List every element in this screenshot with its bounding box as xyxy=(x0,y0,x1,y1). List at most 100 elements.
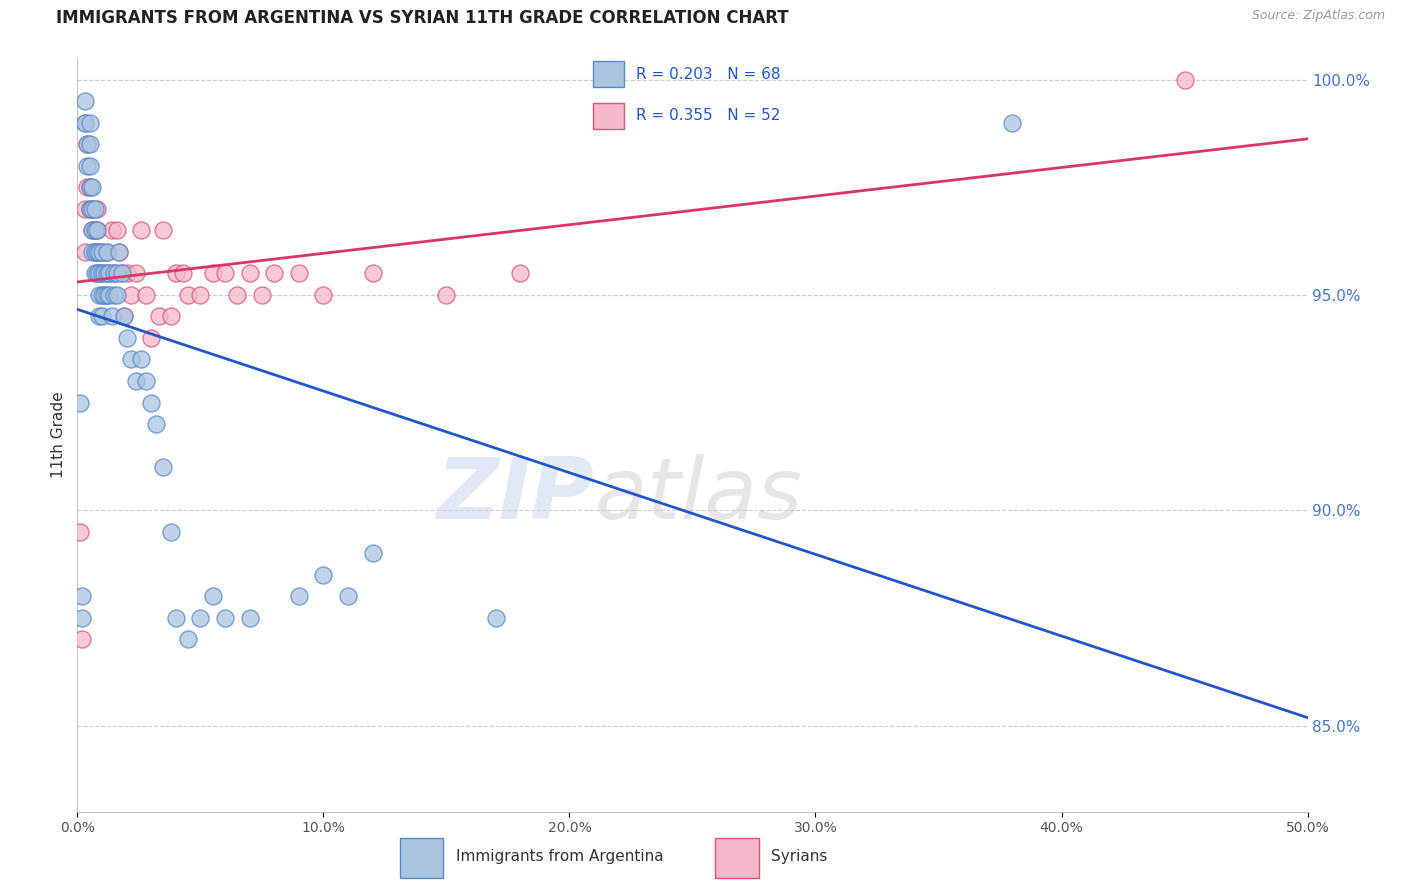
Point xyxy=(70,632,93,647)
Point xyxy=(436,288,458,302)
Point xyxy=(96,266,118,280)
Point xyxy=(108,244,131,259)
Point xyxy=(98,266,121,280)
Point xyxy=(190,611,212,625)
Point xyxy=(141,395,163,409)
Point xyxy=(86,223,108,237)
Point xyxy=(70,611,93,625)
Point xyxy=(90,244,114,259)
Point xyxy=(135,374,157,388)
Point xyxy=(76,137,98,152)
Point xyxy=(105,266,128,280)
Point xyxy=(90,288,114,302)
Point xyxy=(96,244,118,259)
Point xyxy=(125,266,148,280)
Point xyxy=(76,159,98,173)
Point xyxy=(89,288,111,302)
Point xyxy=(103,288,125,302)
Point xyxy=(90,266,114,280)
Point xyxy=(263,266,285,280)
Point xyxy=(152,460,174,475)
Point xyxy=(112,310,135,324)
Point xyxy=(108,244,131,259)
Point xyxy=(160,524,183,539)
Point xyxy=(214,266,236,280)
Point xyxy=(226,288,249,302)
Point xyxy=(165,266,187,280)
Point xyxy=(90,310,114,324)
Point xyxy=(79,137,101,152)
Point xyxy=(288,590,311,604)
Point xyxy=(83,244,105,259)
Point xyxy=(82,180,104,194)
Point xyxy=(111,266,132,280)
Point xyxy=(69,524,91,539)
Point xyxy=(103,266,125,280)
FancyBboxPatch shape xyxy=(593,103,624,129)
Point xyxy=(131,352,153,367)
Point xyxy=(312,567,335,582)
Point xyxy=(177,632,200,647)
Text: Syrians: Syrians xyxy=(770,849,827,863)
Point xyxy=(103,266,125,280)
Point xyxy=(93,288,115,302)
Point xyxy=(98,288,121,302)
Point xyxy=(1174,72,1197,87)
Point xyxy=(89,266,111,280)
Point xyxy=(214,611,236,625)
Point xyxy=(79,202,101,216)
Point xyxy=(79,159,101,173)
Point xyxy=(485,611,508,625)
Text: Source: ZipAtlas.com: Source: ZipAtlas.com xyxy=(1251,9,1385,22)
Point xyxy=(82,223,104,237)
Point xyxy=(131,223,153,237)
Point xyxy=(148,310,170,324)
Point xyxy=(73,202,96,216)
Point xyxy=(86,223,108,237)
Point xyxy=(288,266,311,280)
Point xyxy=(105,288,128,302)
Point xyxy=(76,180,98,194)
Point xyxy=(152,223,174,237)
Text: atlas: atlas xyxy=(595,454,801,537)
Point xyxy=(86,202,108,216)
Point xyxy=(83,202,105,216)
Point xyxy=(86,244,108,259)
Point xyxy=(190,288,212,302)
Point xyxy=(83,223,105,237)
Point xyxy=(509,266,531,280)
Point xyxy=(76,137,98,152)
Text: Immigrants from Argentina: Immigrants from Argentina xyxy=(456,849,664,863)
Point xyxy=(86,266,108,280)
Point xyxy=(125,374,148,388)
Point xyxy=(89,244,111,259)
Point xyxy=(201,266,224,280)
Point xyxy=(165,611,187,625)
Point xyxy=(312,288,335,302)
FancyBboxPatch shape xyxy=(593,61,624,87)
Point xyxy=(89,244,111,259)
Point xyxy=(361,546,384,560)
Point xyxy=(83,266,105,280)
Point xyxy=(93,266,115,280)
FancyBboxPatch shape xyxy=(716,838,759,878)
Point xyxy=(172,266,194,280)
Point xyxy=(135,288,157,302)
Point xyxy=(239,611,262,625)
FancyBboxPatch shape xyxy=(399,838,443,878)
Point xyxy=(361,266,384,280)
Point xyxy=(112,310,135,324)
Point xyxy=(90,244,114,259)
Point xyxy=(115,266,138,280)
Point xyxy=(1001,115,1024,129)
Point xyxy=(83,244,105,259)
Point xyxy=(73,115,96,129)
Point xyxy=(82,223,104,237)
Point xyxy=(70,590,93,604)
Point xyxy=(105,223,128,237)
Point xyxy=(82,202,104,216)
Point xyxy=(101,223,124,237)
Point xyxy=(115,331,138,345)
Point xyxy=(141,331,163,345)
Text: R = 0.203   N = 68: R = 0.203 N = 68 xyxy=(636,67,780,81)
